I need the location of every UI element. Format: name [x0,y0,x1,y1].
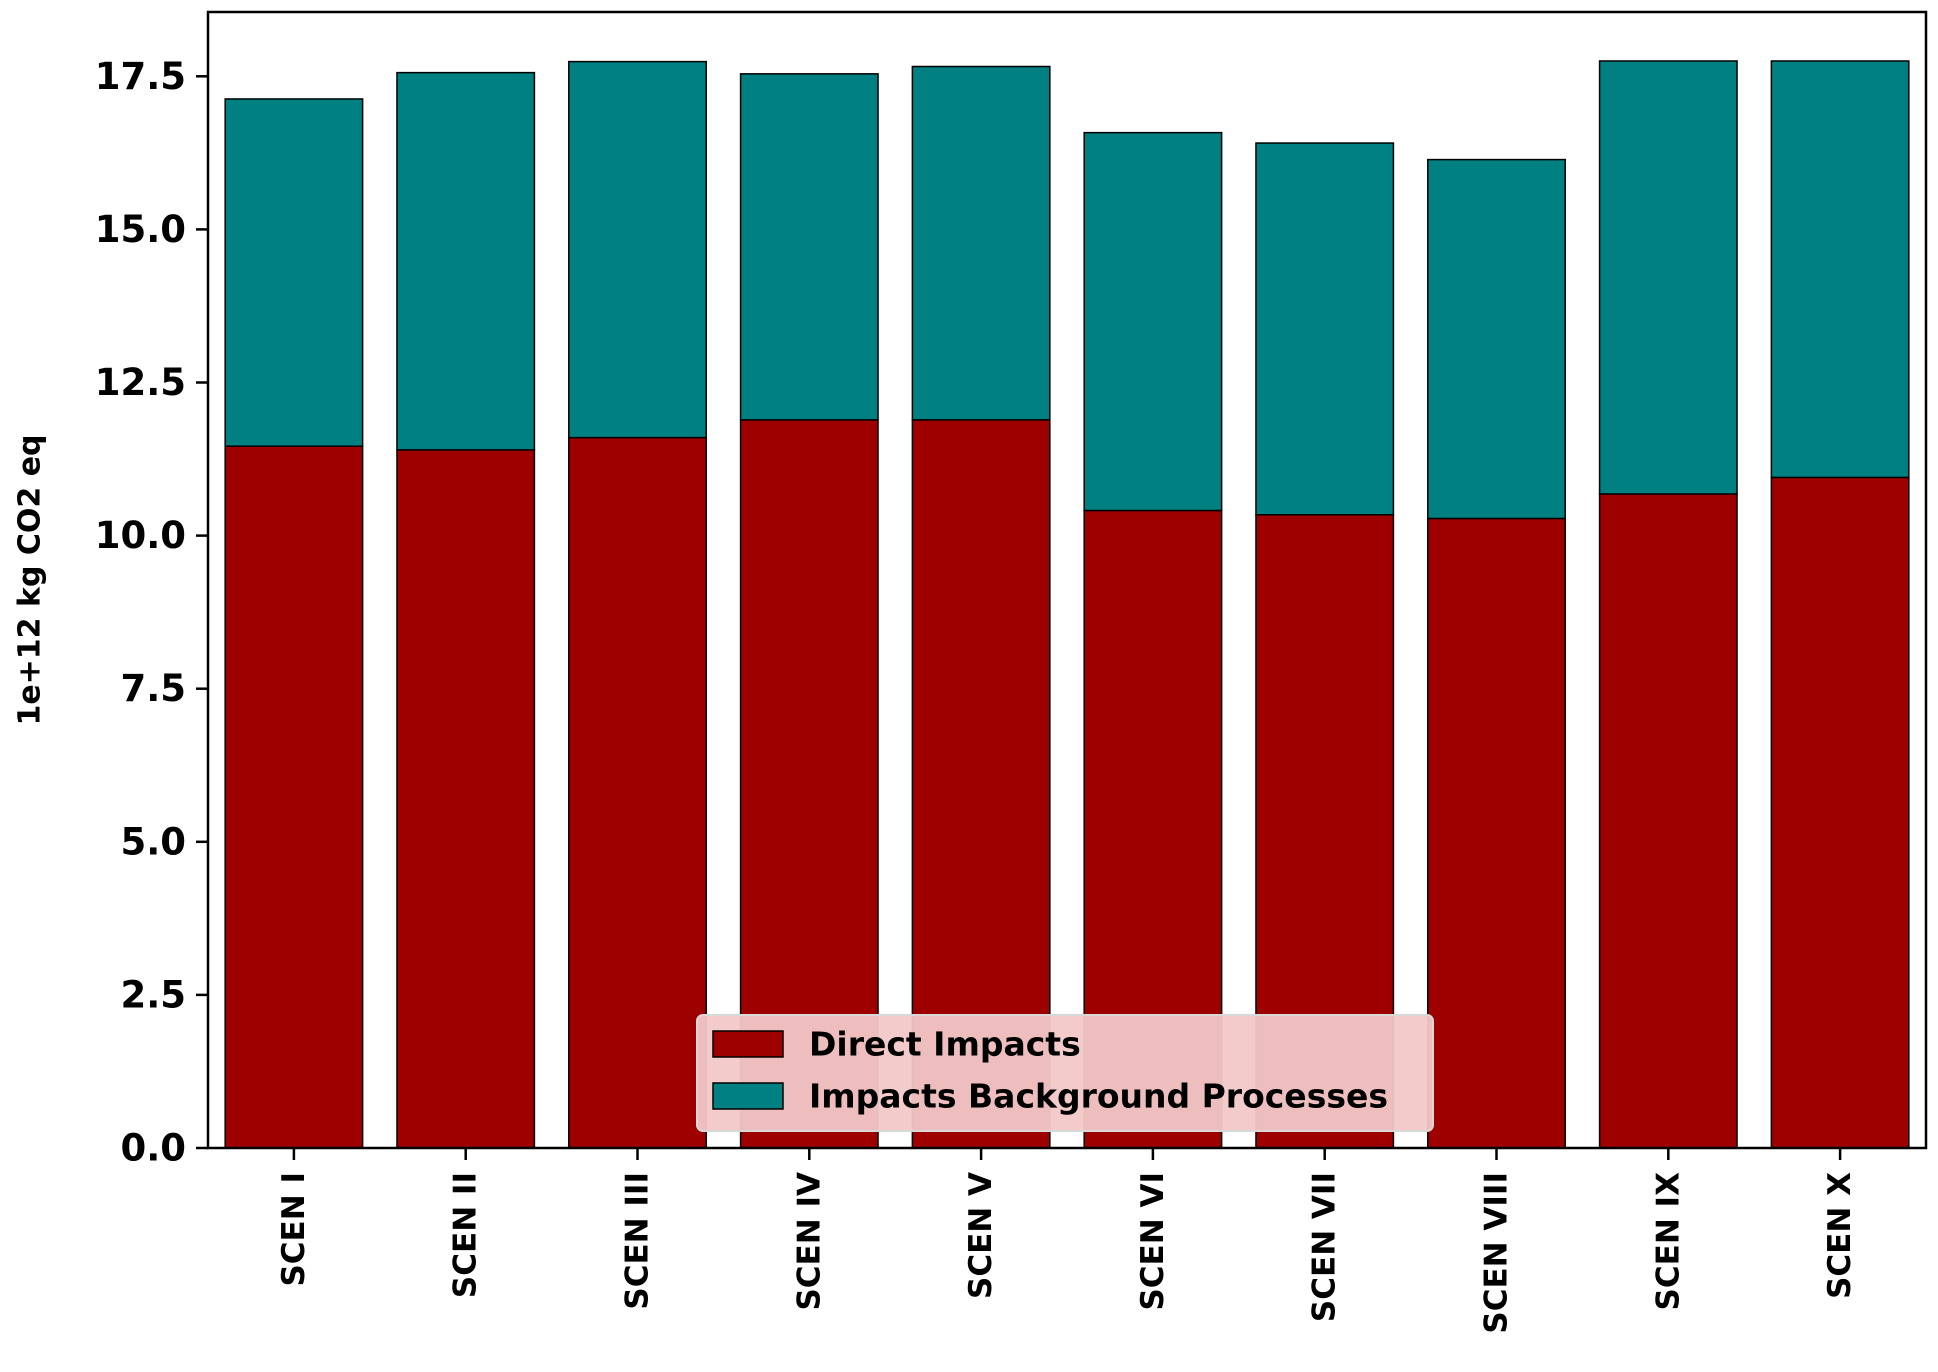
bar-scen-iii-background [568,60,707,439]
legend-label-background-processes: Impacts Background Processes [809,1077,1388,1116]
bar-scen-viii-background [1427,158,1566,520]
bar-scen-ix-direct [1598,493,1738,1149]
y-tick-label: 2.5 [120,973,186,1016]
y-tick-label: 5.0 [120,820,186,863]
y-tick-label: 0.0 [120,1127,186,1170]
bar-scen-ix-background [1598,60,1738,495]
bar-scen-v-background [911,65,1051,421]
y-axis: 0.0 2.5 5.0 7.5 10.0 12.5 15.0 17.5 [95,55,208,1170]
y-tick-label: 10.0 [95,514,186,557]
x-tick-label: SCEN VI [1135,1172,1171,1311]
legend: Direct Impacts Impacts Background Proces… [696,1014,1434,1132]
x-tick-label: SCEN VIII [1479,1172,1515,1334]
bar-scen-x-direct [1770,476,1910,1149]
x-tick-label: SCEN II [448,1172,484,1298]
bar-scen-vi-background [1083,131,1223,512]
x-tick-label: SCEN X [1822,1172,1858,1299]
bar-scen-iii-direct [568,436,707,1149]
y-tick-label: 17.5 [95,55,186,98]
plot-area-frame [206,10,1928,1150]
bar-scen-iv-background [739,73,879,421]
y-tick-label: 12.5 [95,361,186,404]
legend-box [696,1014,1434,1132]
bar-scen-ii-direct [396,449,536,1149]
x-tick-label: SCEN IV [791,1172,827,1311]
x-tick-label: SCEN I [276,1172,312,1287]
bar-scen-vii-background [1255,142,1395,516]
legend-swatch-direct-impacts [712,1030,784,1058]
bars-layer [224,60,1910,1149]
y-tick-label: 15.0 [95,208,186,251]
bar-scen-x-background [1770,60,1910,479]
x-tick-label: SCEN III [620,1172,656,1310]
legend-swatch-background-processes [712,1082,784,1110]
x-tick-label: SCEN VII [1307,1172,1343,1322]
x-tick-label: SCEN IX [1650,1172,1686,1311]
bar-scen-i-background [224,98,364,447]
y-tick-label: 7.5 [120,667,186,710]
bar-scen-i-direct [224,445,364,1149]
x-tick-label: SCEN V [963,1172,999,1299]
bar-scen-ii-background [396,71,536,451]
legend-label-direct-impacts: Direct Impacts [809,1025,1081,1064]
bar-scen-viii-direct [1427,517,1566,1149]
y-axis-label: 1e+12 kg CO2 eq [13,434,48,725]
x-axis: SCEN I SCEN II SCEN III SCEN IV SCEN V SCEN V… [276,1148,1858,1334]
